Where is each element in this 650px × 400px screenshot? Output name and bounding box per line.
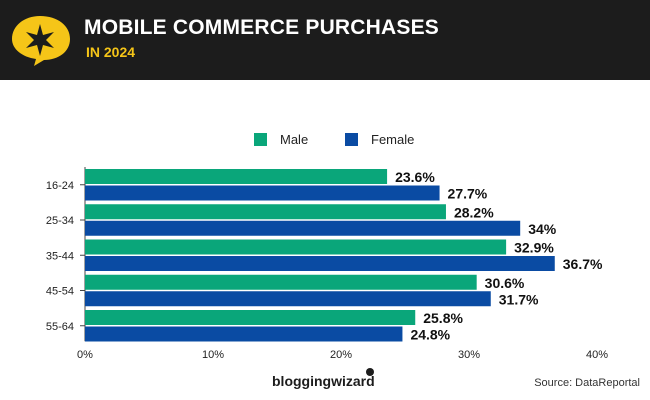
bar-female (85, 326, 403, 342)
star-burst-icon (12, 16, 70, 66)
data-label-male: 23.6% (395, 169, 435, 185)
data-label-male: 30.6% (485, 275, 525, 291)
x-tick-label: 10% (202, 349, 224, 361)
header-banner: MOBILE COMMERCE PURCHASES IN 2024 (0, 0, 650, 80)
bar-male (85, 274, 477, 290)
bar-male (85, 169, 388, 184)
data-label-male: 32.9% (514, 240, 554, 256)
bar-female (85, 185, 440, 201)
bar-male (85, 310, 416, 325)
source-note: Source: DataReportal (534, 377, 640, 389)
legend-swatch-female (345, 133, 358, 146)
x-tick-label: 30% (458, 349, 480, 361)
data-label-male: 25.8% (423, 310, 463, 326)
data-label-male: 28.2% (454, 204, 494, 220)
data-label-female: 36.7% (563, 256, 603, 272)
x-tick-label: 0% (77, 349, 93, 361)
bar-male (85, 204, 446, 220)
data-label-female: 27.7% (448, 186, 488, 202)
brand-logo-text: bloggingwizard (272, 373, 375, 389)
data-label-female: 34% (528, 221, 557, 237)
category-label: 35-44 (46, 250, 74, 262)
category-label: 55-64 (46, 321, 74, 333)
data-label-female: 31.7% (499, 291, 539, 307)
chart-subtitle: IN 2024 (86, 44, 136, 60)
bar-female (85, 256, 555, 271)
bar-female (85, 220, 521, 236)
chart-title: MOBILE COMMERCE PURCHASES (84, 16, 440, 39)
category-label: 45-54 (46, 286, 74, 298)
bar-female (85, 291, 491, 307)
x-tick-label: 20% (330, 349, 352, 361)
legend-swatch-male (254, 133, 267, 146)
brand-logo-mark (366, 368, 374, 376)
bar-chart: Male Female 16-24 23.6% 27.7% 25-34 28.2% 34% 35… (46, 132, 608, 361)
data-label-female: 24.8% (410, 327, 450, 343)
x-tick-label: 40% (586, 349, 608, 361)
category-label: 25-34 (46, 215, 74, 227)
bar-male (85, 239, 507, 255)
legend-label-male: Male (280, 132, 308, 147)
legend-label-female: Female (371, 132, 414, 147)
category-label: 16-24 (46, 180, 74, 192)
